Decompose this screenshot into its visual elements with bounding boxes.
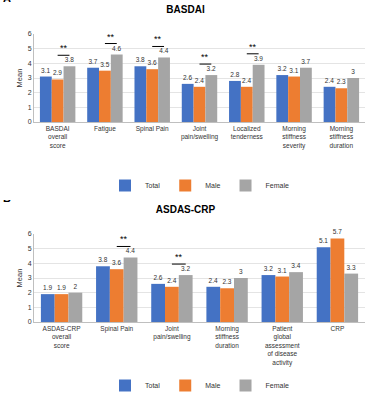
- svg-text:**: **: [107, 32, 115, 42]
- svg-text:2.4: 2.4: [209, 277, 218, 284]
- svg-text:Fatigue: Fatigue: [94, 125, 116, 133]
- svg-text:5.7: 5.7: [333, 228, 342, 235]
- svg-text:3: 3: [28, 274, 32, 281]
- svg-text:2.3: 2.3: [337, 78, 346, 85]
- svg-text:Localizedtenderness: Localizedtenderness: [231, 125, 264, 140]
- svg-text:2.6: 2.6: [153, 274, 162, 281]
- svg-text:2.4: 2.4: [242, 77, 251, 84]
- svg-text:3.2: 3.2: [278, 65, 287, 72]
- svg-text:4.4: 4.4: [159, 47, 168, 54]
- svg-text:**: **: [60, 43, 68, 53]
- svg-text:Mean: Mean: [15, 69, 24, 88]
- svg-text:1: 1: [28, 104, 32, 111]
- svg-text:3.7: 3.7: [88, 58, 97, 65]
- svg-text:2.8: 2.8: [230, 71, 239, 78]
- svg-text:5: 5: [28, 245, 32, 252]
- svg-text:Female: Female: [266, 382, 289, 389]
- svg-text:**: **: [175, 252, 183, 262]
- svg-text:0: 0: [28, 118, 32, 125]
- svg-text:3.2: 3.2: [181, 265, 190, 272]
- svg-text:**: **: [249, 42, 257, 52]
- svg-text:Spinal Pain: Spinal Pain: [100, 325, 133, 333]
- svg-text:Total: Total: [145, 182, 160, 189]
- svg-text:Female: Female: [266, 182, 289, 189]
- svg-text:6: 6: [28, 30, 32, 37]
- svg-text:**: **: [154, 34, 162, 44]
- svg-text:6: 6: [28, 230, 32, 237]
- svg-text:3.1: 3.1: [289, 67, 298, 74]
- svg-text:5.1: 5.1: [319, 237, 328, 244]
- svg-text:2.9: 2.9: [53, 69, 62, 76]
- svg-text:3.6: 3.6: [148, 59, 157, 66]
- svg-text:0: 0: [28, 318, 32, 325]
- svg-text:2.4: 2.4: [167, 277, 176, 284]
- svg-text:1: 1: [28, 304, 32, 311]
- svg-text:Male: Male: [205, 382, 220, 389]
- svg-text:4.4: 4.4: [126, 247, 135, 254]
- svg-text:3.8: 3.8: [136, 56, 145, 63]
- svg-text:Morningstiffnessduration: Morningstiffnessduration: [215, 325, 239, 349]
- svg-text:B: B: [3, 200, 11, 204]
- svg-text:3.8: 3.8: [98, 256, 107, 263]
- svg-text:CRP: CRP: [331, 325, 345, 332]
- svg-text:2: 2: [73, 283, 77, 290]
- svg-text:4: 4: [28, 260, 32, 267]
- svg-text:Total: Total: [145, 382, 160, 389]
- svg-text:3.4: 3.4: [291, 262, 300, 269]
- svg-text:**: **: [201, 52, 209, 62]
- svg-text:1.9: 1.9: [57, 284, 66, 291]
- svg-text:2.3: 2.3: [222, 278, 231, 285]
- svg-text:3.5: 3.5: [100, 61, 109, 68]
- svg-text:3.9: 3.9: [254, 55, 263, 62]
- svg-text:3.1: 3.1: [278, 267, 287, 274]
- svg-text:2: 2: [28, 289, 32, 296]
- svg-text:BASDAI: BASDAI: [166, 4, 205, 15]
- svg-text:4.6: 4.6: [112, 45, 121, 52]
- svg-text:Jointpain/swelling: Jointpain/swelling: [181, 125, 219, 141]
- svg-text:3.3: 3.3: [346, 264, 355, 271]
- svg-text:1.9: 1.9: [43, 284, 52, 291]
- svg-text:ASDAS-CRPoverallscore: ASDAS-CRPoverallscore: [43, 325, 81, 349]
- svg-text:Spinal Pain: Spinal Pain: [136, 125, 169, 133]
- svg-text:Morningstiffnessduration: Morningstiffnessduration: [329, 125, 353, 149]
- svg-text:Patientglobalassessmentof dise: Patientglobalassessmentof diseaseactivit…: [265, 325, 300, 367]
- svg-text:4: 4: [28, 60, 32, 67]
- svg-text:3.8: 3.8: [65, 56, 74, 63]
- svg-text:3.2: 3.2: [207, 65, 216, 72]
- svg-text:3.1: 3.1: [41, 67, 50, 74]
- svg-text:2.6: 2.6: [183, 74, 192, 81]
- svg-text:ASDAS-CRP: ASDAS-CRP: [156, 204, 216, 215]
- svg-text:3: 3: [351, 68, 355, 75]
- svg-text:3.6: 3.6: [112, 259, 121, 266]
- svg-text:Mean: Mean: [15, 269, 24, 288]
- svg-text:A: A: [3, 0, 11, 4]
- svg-text:Male: Male: [205, 182, 220, 189]
- svg-text:**: **: [120, 234, 128, 244]
- svg-text:3.7: 3.7: [301, 58, 310, 65]
- svg-text:3: 3: [239, 268, 243, 275]
- svg-text:5: 5: [28, 45, 32, 52]
- svg-text:Morningstiffnessseverity: Morningstiffnessseverity: [282, 125, 306, 150]
- svg-text:2: 2: [28, 89, 32, 96]
- svg-text:3.2: 3.2: [264, 265, 273, 272]
- svg-text:3: 3: [28, 74, 32, 81]
- svg-text:Jointpain/swelling: Jointpain/swelling: [153, 325, 191, 341]
- svg-text:2.4: 2.4: [325, 77, 334, 84]
- svg-text:BASDAIoverallscore: BASDAIoverallscore: [46, 125, 70, 149]
- svg-text:2.4: 2.4: [195, 77, 204, 84]
